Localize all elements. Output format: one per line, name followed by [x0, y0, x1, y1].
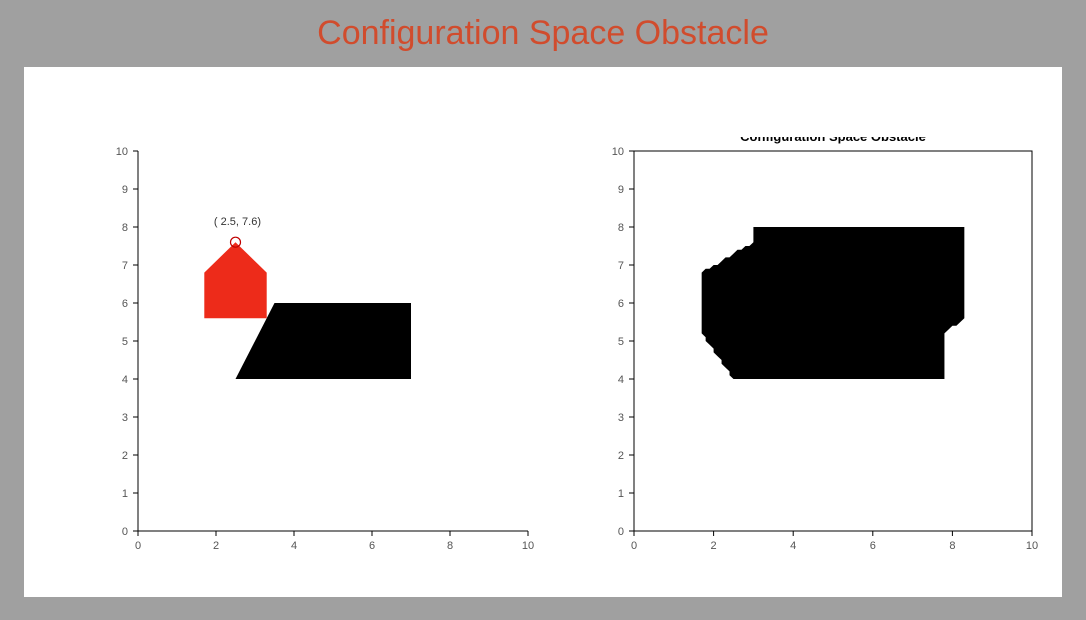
svg-text:10: 10: [1026, 540, 1038, 552]
right-plot-title: Configuration Space Obstacle: [740, 137, 926, 144]
svg-text:3: 3: [122, 412, 128, 424]
robot-shape: [204, 242, 266, 318]
svg-text:2: 2: [213, 540, 219, 552]
svg-text:0: 0: [135, 540, 141, 552]
svg-text:10: 10: [612, 146, 624, 158]
svg-text:2: 2: [711, 540, 717, 552]
svg-text:2: 2: [618, 450, 624, 462]
svg-text:8: 8: [618, 222, 624, 234]
svg-text:10: 10: [116, 146, 128, 158]
svg-text:5: 5: [618, 336, 624, 348]
svg-text:7: 7: [122, 260, 128, 272]
svg-text:0: 0: [631, 540, 637, 552]
svg-text:7: 7: [618, 260, 624, 272]
svg-text:10: 10: [522, 540, 534, 552]
right-plot: 0 2 4 6 8 10 0 1 2 3 4 5 6 7 8 9 10 Configuration Space O…: [580, 137, 1050, 567]
svg-text:0: 0: [618, 526, 624, 538]
svg-text:0: 0: [122, 526, 128, 538]
svg-text:6: 6: [870, 540, 876, 552]
svg-text:6: 6: [369, 540, 375, 552]
svg-text:4: 4: [291, 540, 297, 552]
svg-text:1: 1: [122, 488, 128, 500]
svg-text:8: 8: [949, 540, 955, 552]
svg-text:2: 2: [122, 450, 128, 462]
svg-text:6: 6: [122, 298, 128, 310]
svg-text:8: 8: [122, 222, 128, 234]
svg-text:6: 6: [618, 298, 624, 310]
svg-text:8: 8: [447, 540, 453, 552]
svg-text:1: 1: [618, 488, 624, 500]
svg-text:4: 4: [618, 374, 624, 386]
reference-point-label: ( 2.5, 7.6): [214, 216, 261, 228]
slide-title: Configuration Space Obstacle: [0, 14, 1086, 53]
svg-text:4: 4: [790, 540, 796, 552]
svg-text:5: 5: [122, 336, 128, 348]
content-area: 0 2 4 6 8 10 0 1 2 3 4 5 6 7 8 9 10 ( 2.5, 7.6) 0 2 4 6 8 10 0 1…: [24, 67, 1062, 597]
svg-text:9: 9: [618, 184, 624, 196]
svg-text:9: 9: [122, 184, 128, 196]
left-plot: 0 2 4 6 8 10 0 1 2 3 4 5 6 7 8 9 10 ( 2.5, 7.6): [84, 137, 544, 567]
c-obstacle: [702, 227, 965, 379]
svg-text:3: 3: [618, 412, 624, 424]
svg-text:4: 4: [122, 374, 128, 386]
